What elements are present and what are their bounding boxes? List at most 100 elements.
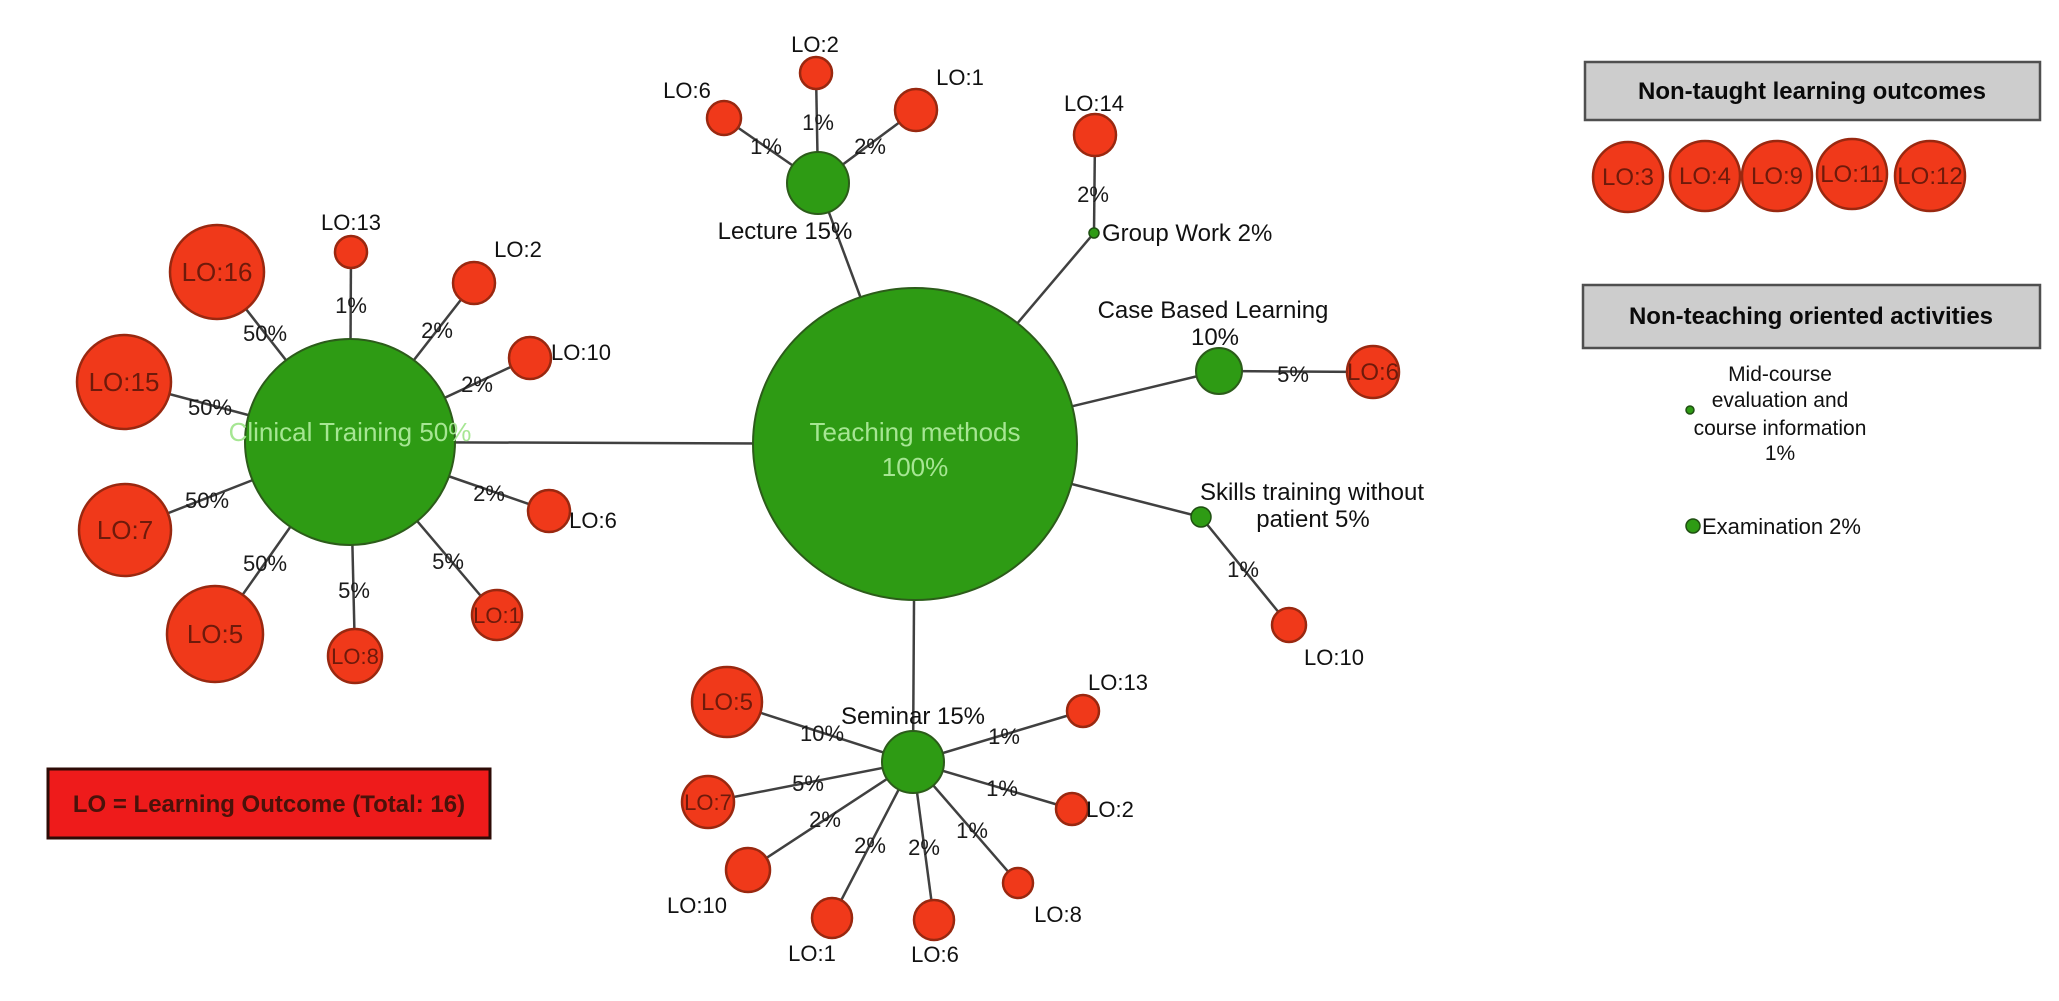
node-teaching-methods <box>752 287 1078 601</box>
skills-label-line2: patient 5% <box>1256 506 1369 533</box>
edge-pct: 2% <box>809 807 841 832</box>
node-lo6-casebased <box>1345 344 1401 400</box>
lo-label: LO:2 <box>1086 797 1134 822</box>
legend-box <box>46 767 492 840</box>
clinical-training-label: Clinical Training 50% <box>229 417 472 447</box>
lo-label: LO:7 <box>684 790 732 815</box>
non-teaching-header <box>1581 283 2042 350</box>
lo-label: LO:9 <box>1751 163 1803 190</box>
node-lo1-lecture <box>893 87 939 133</box>
edge-pct: 2% <box>461 372 493 397</box>
lo-label: LO:11 <box>1820 161 1884 188</box>
edge-pct: 1% <box>750 134 782 159</box>
node-group-work <box>1088 227 1100 239</box>
node-lo5-clinical <box>165 584 265 684</box>
node-lo6-lecture <box>705 99 743 137</box>
edge-pct: 1% <box>986 776 1018 801</box>
node-lo2-clinical <box>451 260 497 306</box>
lo-label: LO:12 <box>1897 163 1962 190</box>
group-work-label: Group Work 2% <box>1102 220 1272 247</box>
edge <box>747 760 914 872</box>
lo-label: LO:7 <box>97 515 153 545</box>
node-lecture <box>786 151 850 215</box>
lo-label: LO:6 <box>663 78 711 103</box>
node-skills-training <box>1190 506 1212 528</box>
mid-course-line: course information <box>1694 417 1867 440</box>
mid-course-line: evaluation and <box>1712 389 1849 412</box>
node-lo5-seminar <box>690 665 764 739</box>
node-lo11-nontaught <box>1815 137 1889 211</box>
lo-label: LO:15 <box>89 367 160 397</box>
edge-pct: 2% <box>854 134 886 159</box>
lo-label: LO:13 <box>321 210 381 235</box>
node-lo2-lecture <box>798 55 834 91</box>
edge-pct: 2% <box>473 481 505 506</box>
lo-label: LO:8 <box>1034 902 1082 927</box>
skills-label-line1: Skills training without <box>1200 479 1424 506</box>
teaching-methods-pct: 100% <box>882 452 949 482</box>
node-lo1-clinical <box>470 588 524 642</box>
lo-label: LO:5 <box>187 619 243 649</box>
node-examination <box>1685 518 1701 534</box>
mid-course-line: 1% <box>1765 442 1795 465</box>
node-lo15-clinical <box>75 333 173 431</box>
node-lo3-nontaught <box>1591 140 1665 214</box>
non-taught-header <box>1583 60 2042 122</box>
mid-course-line: Mid-course <box>1728 363 1832 386</box>
node-lo10-clinical <box>507 335 553 381</box>
node-lo7-seminar <box>680 774 736 830</box>
edge-pct: 50% <box>243 551 287 576</box>
node-seminar <box>881 730 945 794</box>
lo-label: LO:5 <box>701 689 753 716</box>
node-lo14-groupwork <box>1072 112 1118 158</box>
edge-pct: 5% <box>1277 362 1309 387</box>
lo-label: LO:6 <box>1347 359 1399 386</box>
edge-pct: 1% <box>1227 557 1259 582</box>
lo-label: LO:10 <box>667 893 727 918</box>
node-lo16-clinical <box>168 223 266 321</box>
node-clinical-training <box>244 338 456 546</box>
node-lo12-nontaught <box>1893 139 1967 213</box>
edge-pct: 1% <box>988 724 1020 749</box>
lo-label: LO:10 <box>1304 645 1364 670</box>
lo-label: LO:4 <box>1679 163 1731 190</box>
lo-label: LO:2 <box>494 237 542 262</box>
lo-label: LO:1 <box>788 941 836 966</box>
node-lo6-clinical <box>526 488 572 534</box>
node-lo8-clinical <box>326 627 384 685</box>
edge-pct: 50% <box>188 395 232 420</box>
node-lo9-nontaught <box>1740 139 1814 213</box>
lo-label: LO:1 <box>473 603 521 628</box>
edge-pct: 10% <box>800 721 844 746</box>
node-lo2-seminar <box>1054 791 1090 827</box>
edge-pct: 2% <box>908 835 940 860</box>
node-case-based-learning <box>1195 347 1243 395</box>
node-lo7-clinical <box>77 482 173 578</box>
teaching-methods-label: Teaching methods <box>809 417 1020 447</box>
non-teaching-title: Non-teaching oriented activities <box>1629 303 1993 330</box>
node-lo1-seminar <box>810 896 854 940</box>
lo-label: LO:10 <box>551 340 611 365</box>
edge <box>1200 516 1290 626</box>
lo-label: LO:6 <box>911 942 959 967</box>
node-lo13-clinical <box>333 234 369 270</box>
lo-label: LO:8 <box>331 644 379 669</box>
node-lo8-seminar <box>1001 866 1035 900</box>
node-lo6-seminar <box>912 898 956 942</box>
edge-pct: 50% <box>185 488 229 513</box>
lo-label: LO:2 <box>791 32 839 57</box>
case-based-pct: 10% <box>1191 324 1239 351</box>
node-lo13-seminar <box>1065 693 1101 729</box>
edge-pct: 5% <box>338 578 370 603</box>
edge-pct: 1% <box>802 110 834 135</box>
lo-label: LO:13 <box>1088 670 1148 695</box>
node-lo10-skills <box>1270 606 1308 644</box>
edge-pct: 2% <box>421 318 453 343</box>
node-lo10-seminar <box>724 846 772 894</box>
lo-label: LO:14 <box>1064 91 1124 116</box>
non-taught-title: Non-taught learning outcomes <box>1638 78 1986 105</box>
lecture-label: Lecture 15% <box>718 218 853 245</box>
edge-pct: 2% <box>854 833 886 858</box>
edge-pct: 5% <box>432 549 464 574</box>
